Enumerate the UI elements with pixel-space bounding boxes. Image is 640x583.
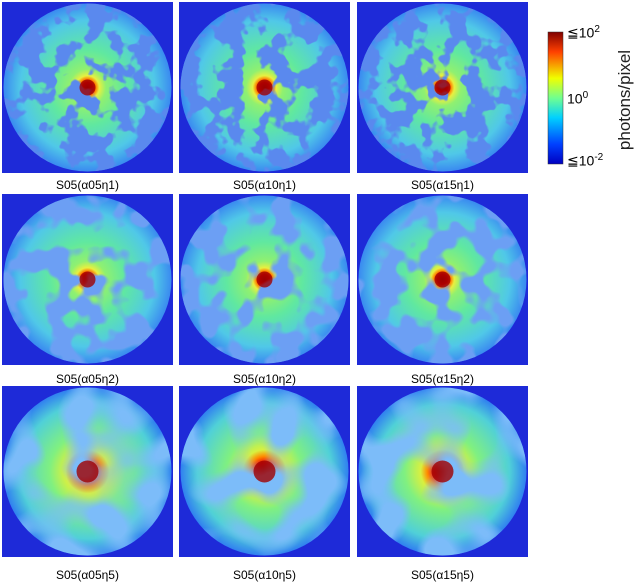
panel-label: S05(α15η5): [411, 568, 474, 582]
panel-label: S05(α15η2): [411, 372, 474, 386]
panel-label: S05(α10η1): [233, 178, 296, 192]
tick-exponent: 0: [582, 90, 589, 101]
panel-label: S05(α05η1): [56, 178, 119, 192]
panel-label: S05(α15η1): [411, 178, 474, 192]
central-peak: [256, 271, 273, 288]
central-peak: [79, 271, 96, 288]
tick-base: 10: [567, 90, 583, 107]
central-peak: [253, 460, 276, 483]
tick-exponent: 2: [594, 24, 600, 35]
central-peak: [79, 79, 96, 96]
central-peak: [434, 271, 451, 288]
panel-label: S05(α05η2): [56, 372, 119, 386]
tick-base: ≦10: [567, 24, 595, 41]
central-peak: [434, 79, 451, 96]
central-peak: [256, 79, 273, 96]
colorbar-tick-label: 100: [567, 90, 588, 107]
colorbar-tick-label: ≦102: [567, 24, 600, 42]
central-peak: [76, 460, 99, 483]
panel-label: S05(α10η2): [233, 372, 296, 386]
panel-label: S05(α05η5): [56, 568, 119, 582]
panel-label: S05(α10η5): [233, 568, 296, 582]
central-peak: [431, 460, 454, 483]
colorbar: [547, 31, 564, 165]
tick-exponent: -2: [594, 152, 604, 163]
colorbar-tick-label: ≦10-2: [567, 152, 603, 170]
tick-base: ≦10: [567, 152, 595, 169]
colorbar-title: photons/pixel: [615, 49, 634, 151]
